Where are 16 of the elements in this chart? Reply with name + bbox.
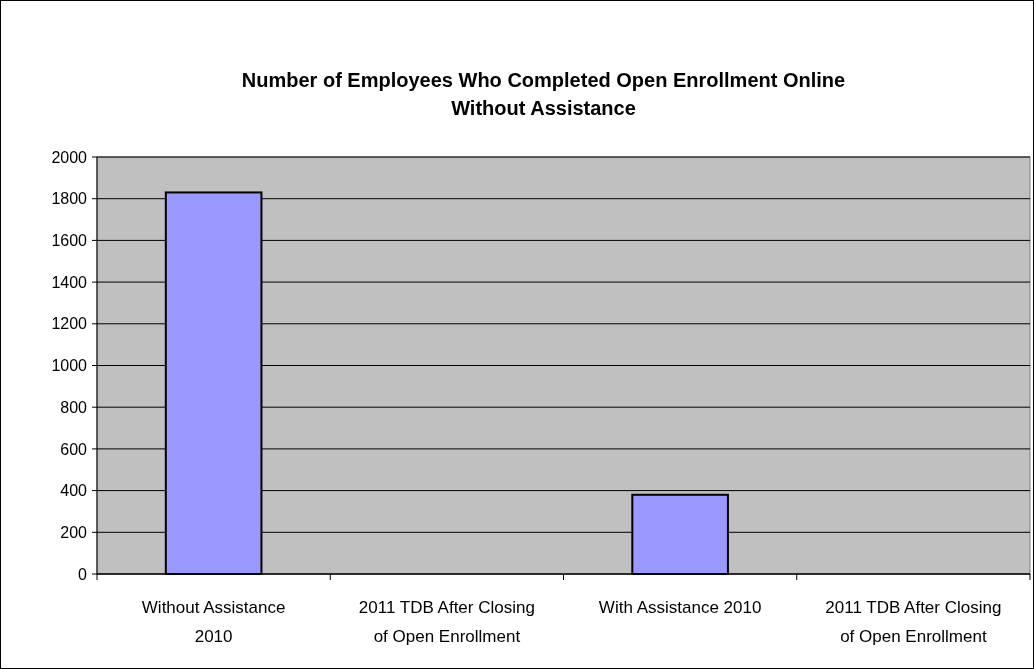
y-tick-label: 1600 — [51, 232, 88, 249]
y-tick-label: 1800 — [51, 190, 88, 208]
chart-title: Number of Employees Who Completed Open Enrollment Online Without Assistance — [241, 69, 846, 119]
y-tick-label: 1200 — [51, 315, 88, 333]
x-tick-label: Without Assistance 2010 — [141, 598, 286, 646]
x-tick-label: 2011 TDB After Closing of Open Enrollment — [825, 598, 1002, 646]
y-tick-label: 1400 — [51, 273, 88, 291]
y-tick-label: 200 — [60, 523, 88, 541]
x-tick-label: With Assistance 2010 — [598, 598, 762, 617]
x-tick-label: 2011 TDB After Closing of Open Enrollment — [358, 598, 535, 646]
y-tick-label: 800 — [60, 398, 88, 416]
y-tick-label: 400 — [60, 482, 88, 500]
y-tick-label: 2000 — [51, 148, 88, 166]
y-tick-label: 1000 — [51, 357, 88, 375]
y-tick-label: 600 — [60, 440, 88, 458]
y-tick-label: 0 — [78, 565, 88, 583]
